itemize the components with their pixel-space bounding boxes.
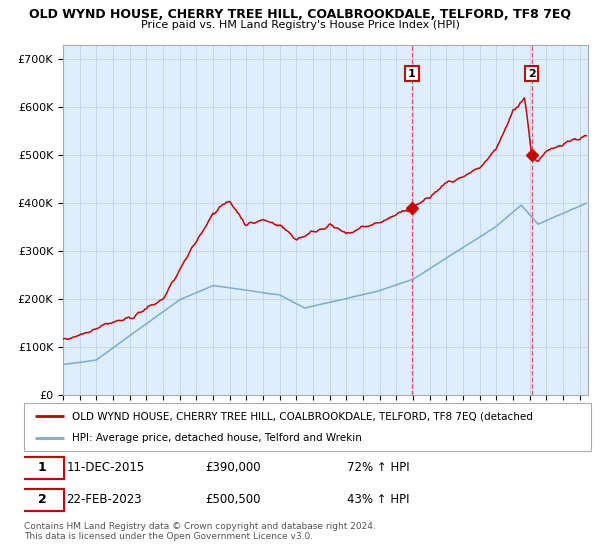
Text: OLD WYND HOUSE, CHERRY TREE HILL, COALBROOKDALE, TELFORD, TF8 7EQ: OLD WYND HOUSE, CHERRY TREE HILL, COALBR… [29, 8, 571, 21]
Text: 11-DEC-2015: 11-DEC-2015 [67, 461, 145, 474]
FancyBboxPatch shape [24, 403, 591, 451]
Text: HPI: Average price, detached house, Telford and Wrekin: HPI: Average price, detached house, Telf… [72, 433, 362, 443]
Text: 1: 1 [408, 68, 416, 78]
Text: 43% ↑ HPI: 43% ↑ HPI [347, 493, 410, 506]
Text: £390,000: £390,000 [205, 461, 261, 474]
FancyBboxPatch shape [21, 457, 64, 479]
Text: 1: 1 [38, 461, 47, 474]
Text: 72% ↑ HPI: 72% ↑ HPI [347, 461, 410, 474]
Text: Contains HM Land Registry data © Crown copyright and database right 2024.
This d: Contains HM Land Registry data © Crown c… [24, 522, 376, 542]
Text: OLD WYND HOUSE, CHERRY TREE HILL, COALBROOKDALE, TELFORD, TF8 7EQ (detached: OLD WYND HOUSE, CHERRY TREE HILL, COALBR… [72, 411, 533, 421]
Text: Price paid vs. HM Land Registry's House Price Index (HPI): Price paid vs. HM Land Registry's House … [140, 20, 460, 30]
Text: 22-FEB-2023: 22-FEB-2023 [67, 493, 142, 506]
FancyBboxPatch shape [21, 489, 64, 511]
Text: £500,500: £500,500 [205, 493, 261, 506]
Text: 2: 2 [38, 493, 47, 506]
Text: 2: 2 [528, 68, 536, 78]
